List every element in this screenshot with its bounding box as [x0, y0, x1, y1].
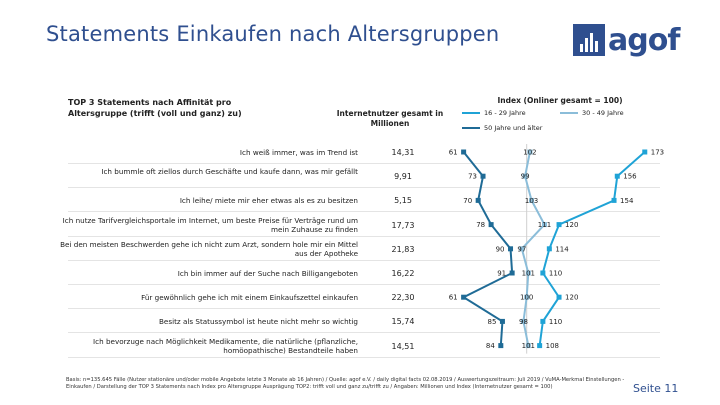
row-divider: [68, 332, 660, 334]
data-point: [461, 294, 467, 300]
row-divider: [68, 356, 660, 358]
data-point: [498, 343, 504, 349]
statement-label: Ich weiß immer, was im Trend ist: [239, 148, 358, 157]
data-point: [556, 294, 562, 300]
row-divider: [68, 284, 660, 285]
users-millions-value: 9,91: [394, 172, 412, 182]
data-label: 154: [620, 197, 634, 205]
data-point: [509, 270, 515, 276]
legend-label: 50 Jahre und älter: [484, 124, 543, 132]
page-number: Seite 11: [633, 382, 679, 395]
data-point: [537, 343, 543, 349]
data-label: 120: [565, 294, 578, 302]
data-label: 78: [476, 221, 485, 229]
data-point: [529, 197, 535, 203]
data-point: [488, 222, 494, 228]
data-label: 84: [486, 342, 495, 350]
users-millions-value: 16,22: [391, 269, 415, 278]
legend-label: 30 - 49 Jahre: [582, 109, 624, 117]
data-label: 70: [463, 197, 472, 205]
data-label: 120: [565, 221, 578, 229]
statement-label: Ich leihe/ miete mir eher etwas als es z…: [179, 196, 358, 206]
data-label: 101: [522, 270, 535, 278]
row-divider: [68, 211, 660, 213]
bar-chart-icon: [573, 24, 605, 56]
statement-label: Besitz als Statussymbol ist heute nicht …: [158, 317, 358, 327]
users-millions-value: 5,15: [394, 196, 412, 206]
row-divider: [68, 308, 660, 310]
series-line-2: [461, 151, 514, 346]
index-header: Index (Onliner gesamt = 100): [497, 96, 623, 105]
data-label: 61: [449, 149, 458, 157]
data-label: 108: [546, 342, 559, 350]
logo-text: agof: [608, 22, 680, 58]
data-point: [611, 197, 617, 203]
data-point: [525, 343, 531, 349]
row-divider: [68, 187, 660, 189]
data-point: [522, 173, 528, 179]
data-label: 114: [555, 245, 569, 253]
data-label: 97: [517, 245, 526, 253]
statement-label: Ich bin immer auf der Suche nach Billiga…: [177, 269, 358, 278]
users-millions-value: 22,30: [391, 293, 415, 303]
data-point: [475, 197, 481, 203]
panel-title: TOP 3 Statements nach Affinität pro Alte…: [68, 98, 242, 118]
data-label: 156: [623, 173, 637, 181]
statement-label: Für gewöhnlich gehe ich mit einem Einkau…: [141, 293, 358, 303]
row-divider: [68, 163, 660, 164]
users-millions-value: 14,31: [391, 148, 415, 157]
legend-item-50plus: 50 Jahre und älter: [462, 124, 542, 132]
data-label: 90: [496, 245, 505, 253]
footnote: Basis: n=135.645 Fälle (Nutzer stationär…: [66, 377, 625, 390]
data-label: 103: [525, 197, 538, 205]
data-point: [524, 294, 530, 300]
statement-label: Bei den meisten Beschwerden gehe ich nic…: [60, 239, 358, 258]
row-divider: [68, 259, 660, 261]
data-label: 100: [520, 294, 533, 302]
data-label: 85: [488, 318, 497, 326]
users-millions-value: 15,74: [391, 317, 415, 327]
data-label: 61: [449, 294, 458, 302]
legend-label: 16 - 29 Jahre: [484, 109, 526, 117]
data-label: 110: [549, 270, 562, 278]
users-millions-value: 14,51: [391, 341, 415, 351]
data-label: 101: [522, 342, 535, 350]
data-point: [508, 246, 514, 252]
data-point: [556, 222, 562, 228]
data-point: [519, 246, 525, 252]
statement-label: Ich bummle oft ziellos durch Geschäfte u…: [101, 167, 358, 177]
data-label: 91: [497, 270, 506, 278]
users-millions-value: 21,83: [391, 244, 415, 254]
data-point: [540, 270, 546, 276]
legend-item-16-29: 16 - 29 Jahre: [462, 109, 526, 117]
users-millions-value: 17,73: [391, 220, 415, 230]
data-label: 73: [468, 173, 477, 181]
column-header-users: Internetnutzer gesamt in Millionen: [336, 109, 444, 128]
data-point: [642, 149, 648, 155]
data-point: [480, 173, 486, 179]
data-label: 99: [521, 173, 530, 181]
data-point: [541, 222, 547, 228]
data-point: [527, 149, 533, 155]
data-point: [540, 318, 546, 324]
data-point: [546, 246, 552, 252]
data-label: 98: [519, 318, 528, 326]
row-divider: [68, 235, 660, 237]
page-title: Statements Einkaufen nach Altersgruppen: [46, 22, 500, 46]
legend-item-30-49: 30 - 49 Jahre: [560, 109, 624, 117]
data-label: 173: [651, 149, 664, 157]
data-point: [520, 318, 526, 324]
agof-logo: agof: [573, 22, 680, 58]
data-point: [461, 149, 467, 155]
data-label: 102: [523, 149, 536, 157]
data-label: 111: [538, 221, 551, 229]
statement-label: Ich nutze Tarifvergleichsportale im Inte…: [62, 215, 358, 234]
data-point: [614, 173, 620, 179]
data-label: 110: [549, 318, 562, 326]
data-point: [499, 318, 505, 324]
data-point: [525, 270, 531, 276]
statement-label: Ich bevorzuge nach Möglichkeit Medikamen…: [93, 336, 358, 355]
